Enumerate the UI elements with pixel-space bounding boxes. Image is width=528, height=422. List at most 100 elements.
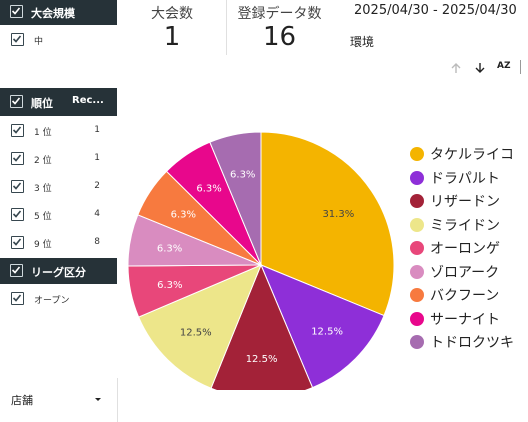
legend-label: オーロンゲ [430,241,500,257]
metric-value: 16 [262,22,297,52]
divider [117,378,118,422]
date-range-text: 2025/04/30 - 2025/04/30 [354,3,517,18]
sort-az-icon[interactable]: AZ [497,61,511,71]
league-filter-header[interactable]: リーグ区分 [0,258,117,284]
record-count-card: 登録データ数 16 [227,0,332,55]
record-count: 1 [94,125,100,135]
pie-slice-label: 6.3% [196,184,221,195]
legend-label: リザードン [430,194,500,210]
checkbox[interactable] [11,236,24,249]
filter-option-label: 2 位 [34,156,52,166]
check-icon [11,7,21,15]
checkbox[interactable] [11,180,24,193]
filter-option-label: 1 位 [34,128,52,138]
metric-label: 登録データ数 [237,6,322,22]
filter-option-label: 9 位 [34,240,52,250]
record-count-header-label[interactable]: Rec... [72,95,104,106]
caret-down-icon [95,398,101,401]
sort-descending-icon[interactable] [474,62,486,74]
select-all-checkbox[interactable] [10,264,23,277]
legend-label: ドラパルト [430,170,500,187]
legend-item[interactable]: ゾロアーク [410,262,499,282]
pie-slice-label: 12.5% [180,327,212,338]
legend-item[interactable]: バクフーン [410,285,499,305]
select-all-checkbox[interactable] [10,95,23,108]
legend-label: トドロクツキ [430,335,514,351]
pie-slice-label: 6.3% [157,280,182,291]
legend-item[interactable]: タケルライコ [410,144,514,164]
rank-header-label: 順位 [31,97,53,110]
environment-filter-label: 環境 [350,35,375,49]
check-icon [12,294,22,302]
filter-option-rank-1[interactable]: 1 位 1 [0,120,117,142]
checkbox[interactable] [11,208,24,221]
filter-option-label: オープン [34,296,70,306]
pie-slice[interactable] [260,131,395,317]
pie-slice-label: 12.5% [311,327,343,338]
checkbox[interactable] [11,33,24,46]
legend-item[interactable]: ミライドン [410,215,500,235]
legend-swatch [410,147,424,161]
legend-swatch [410,288,424,302]
filter-option-label: 3 位 [34,184,52,194]
pie-slice-label: 6.3% [171,210,196,221]
store-dropdown[interactable]: 店舗 [0,388,110,410]
check-icon [12,35,22,43]
check-icon [11,97,21,105]
check-icon [12,126,22,134]
pie-slice[interactable] [137,264,262,389]
filter-option-label: 中 [34,37,44,47]
filter-option-rank-3[interactable]: 3 位 2 [0,176,117,198]
filter-option-rank-9[interactable]: 9 位 8 [0,232,117,254]
legend-item[interactable]: リザードン [410,191,500,211]
legend-swatch [410,241,424,255]
checkbox[interactable] [11,152,24,165]
pie-slice[interactable] [260,264,385,389]
check-icon [12,210,22,218]
league-header-label: リーグ区分 [31,266,86,279]
date-range-picker[interactable]: 2025/04/30 - 2025/04/30 [334,0,528,24]
select-all-checkbox[interactable] [10,5,23,18]
divider [226,0,227,55]
legend-swatch [410,335,424,349]
tournament-count-card: 大会数 1 [118,0,226,55]
legend-item[interactable]: サーナイト [410,309,500,329]
legend-item[interactable]: オーロンゲ [410,238,500,258]
pie-slice-label: 6.3% [230,170,255,181]
store-dropdown-label: 店舗 [11,394,33,407]
legend-swatch [410,194,424,208]
metric-value: 1 [163,22,181,52]
checkbox[interactable] [11,292,24,305]
legend-item[interactable]: トドロクツキ [410,332,514,352]
check-icon [12,182,22,190]
rank-filter-header[interactable]: 順位 Rec... [0,88,117,116]
legend-label: タケルライコ [430,147,514,163]
filter-option-size-mid[interactable]: 中 [0,28,117,50]
tournament-size-filter-header[interactable]: 大会規模 [0,0,117,25]
record-count: 4 [94,209,100,219]
legend-swatch [410,217,424,232]
record-count: 2 [94,181,100,191]
checkbox[interactable] [11,124,24,137]
tournament-size-header-label: 大会規模 [31,7,75,20]
check-icon [12,238,22,246]
legend-label: バクフーン [430,288,500,304]
pie-slice[interactable] [210,263,314,390]
legend-swatch [410,311,424,326]
filter-option-rank-5[interactable]: 5 位 4 [0,204,117,226]
environment-filter[interactable]: 環境 [334,27,528,53]
check-icon [11,266,21,274]
metric-label: 大会数 [151,6,193,22]
filter-option-rank-2[interactable]: 2 位 1 [0,148,117,170]
record-count: 8 [94,237,100,247]
legend-item[interactable]: ドラパルト [410,168,500,188]
legend-label: ゾロアーク [430,264,500,281]
legend-swatch [410,170,424,185]
record-count: 1 [94,153,100,163]
filter-option-league-open[interactable]: オープン [0,288,117,310]
pie-chart: 31.3% 12.5% 12.5% 12.5% 6.3% 6.3% 6.3% 6.3% 6.3% [127,131,395,390]
sort-ascending-icon[interactable] [450,62,462,74]
legend-label: サーナイト [430,311,500,328]
check-icon [12,154,22,162]
pie-slice[interactable] [209,131,262,266]
